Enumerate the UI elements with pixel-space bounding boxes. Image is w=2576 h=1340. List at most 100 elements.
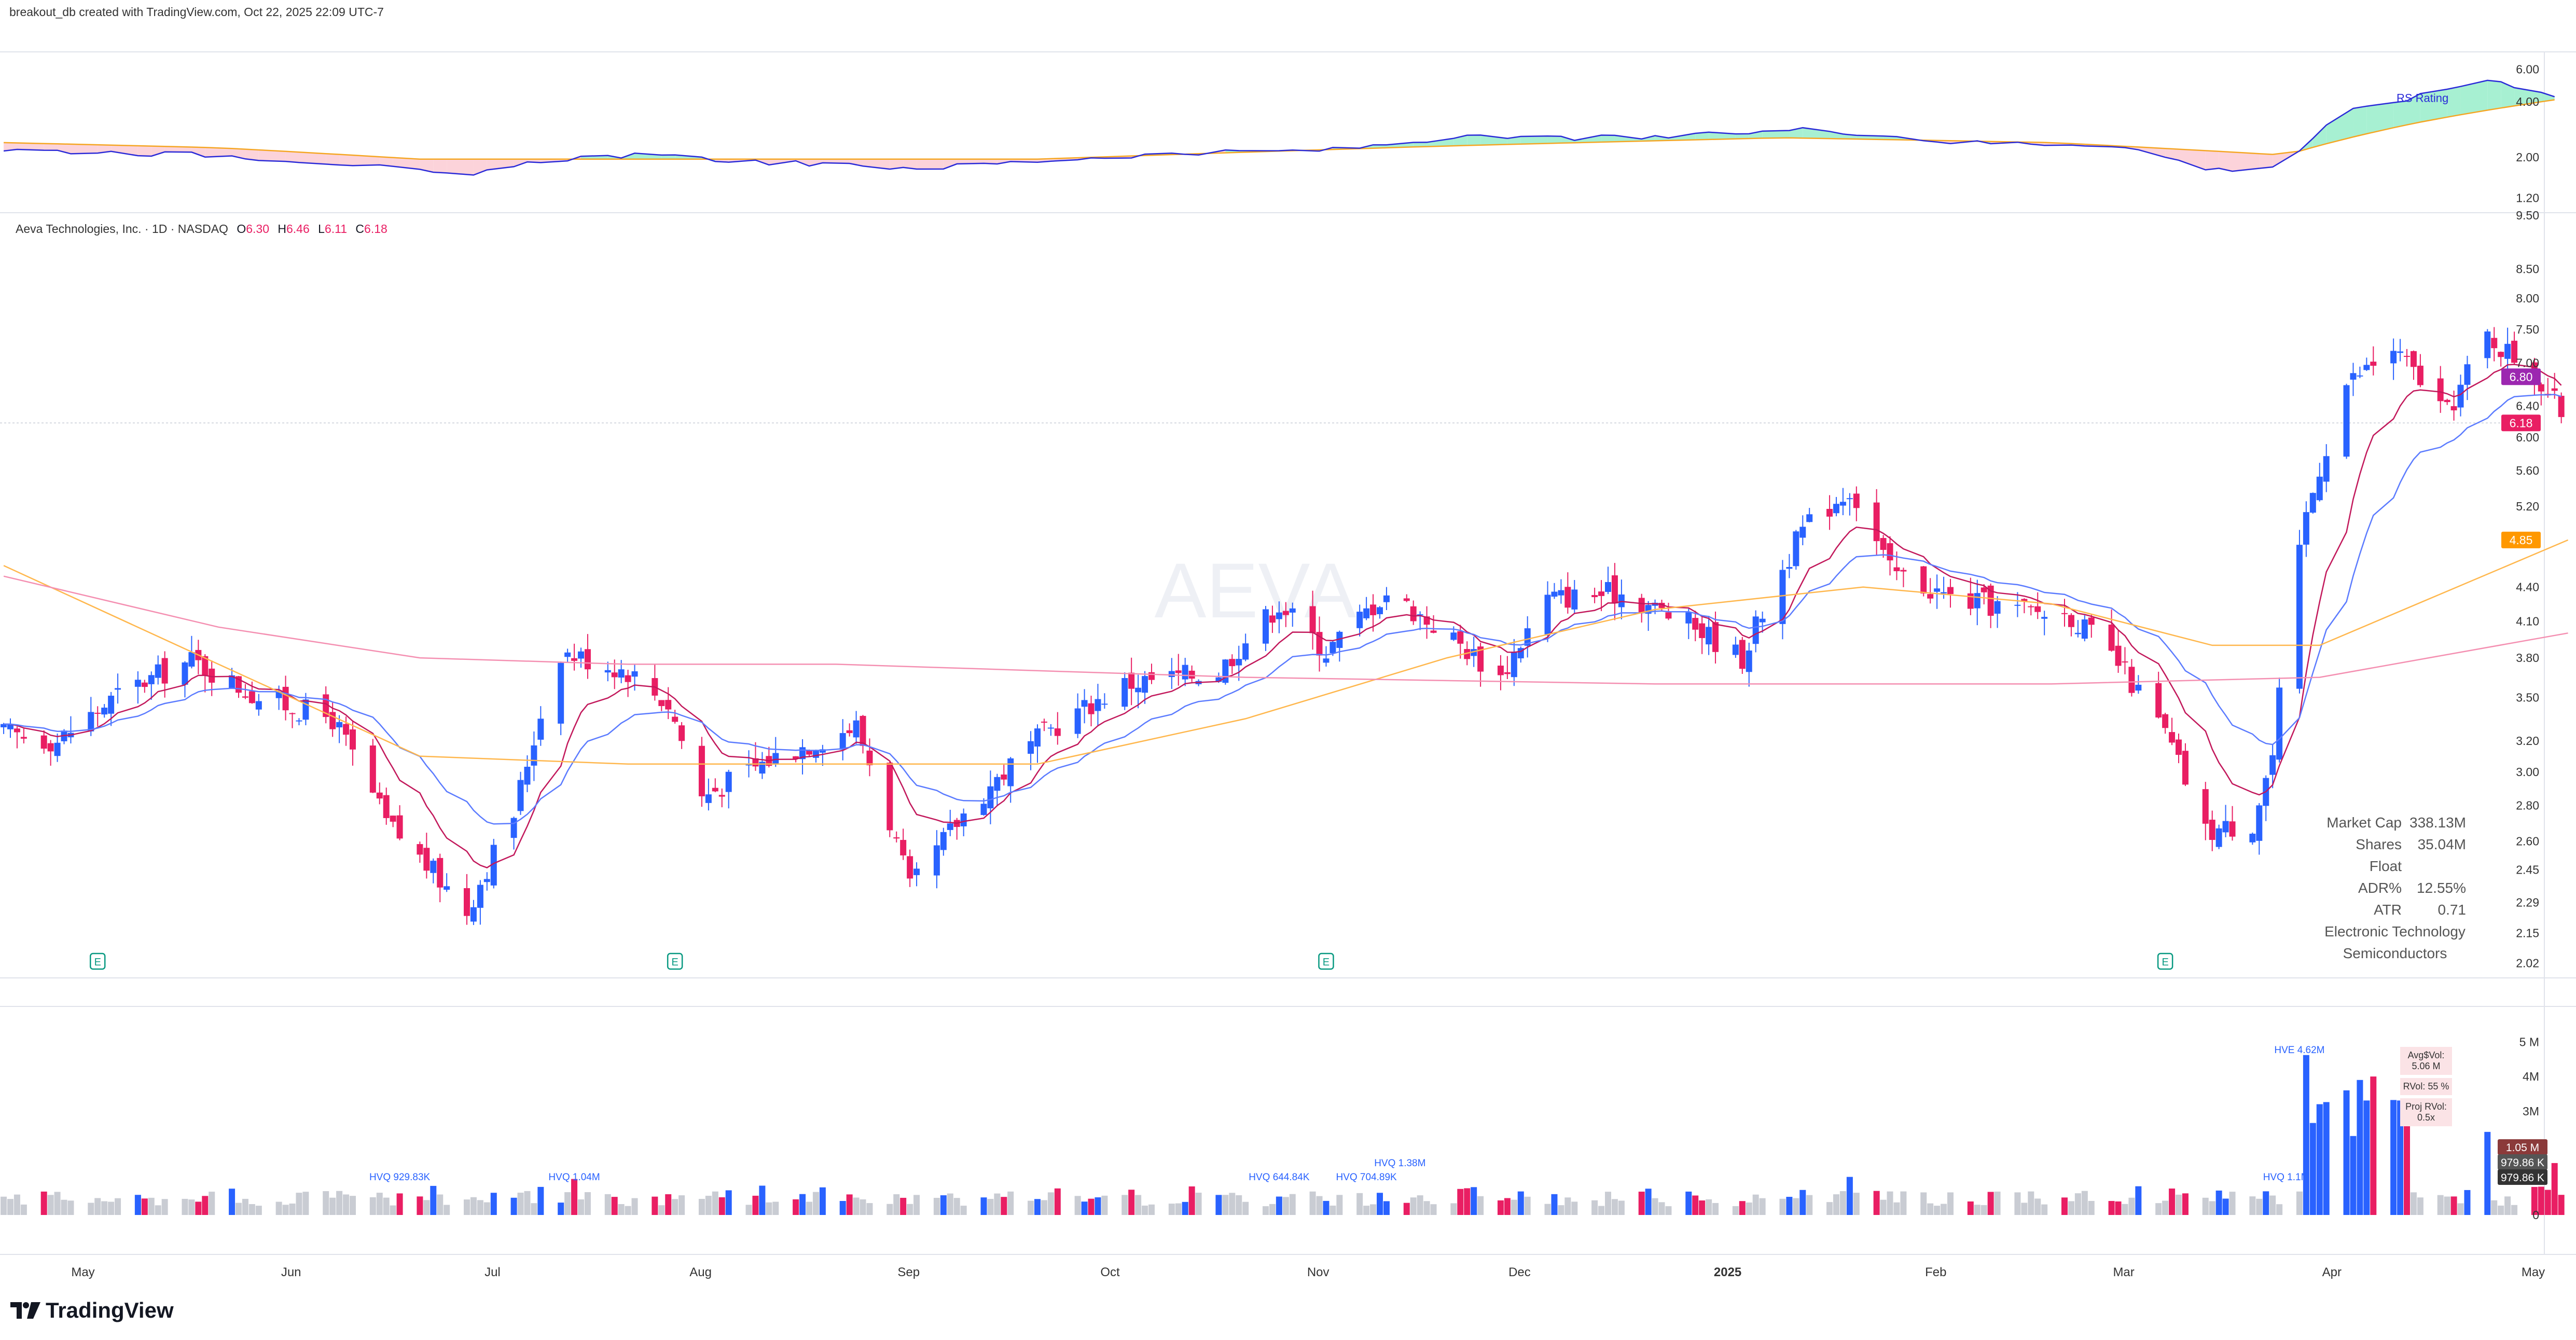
volume-bar: [2034, 1198, 2041, 1215]
symbol-legend: Aeva Technologies, Inc. · 1D · NASDAQ O6…: [16, 222, 387, 236]
rs-fill: [2501, 81, 2515, 108]
earnings-marker-label: E: [672, 957, 678, 968]
volume-value-box: [2498, 1169, 2547, 1185]
candle-body: [430, 861, 437, 873]
volume-bar: [329, 1197, 336, 1215]
rs-tick-label: 6.00: [2516, 63, 2539, 76]
candle-body: [134, 680, 141, 687]
volume-bar: [444, 1205, 450, 1215]
volume-bar: [2269, 1195, 2276, 1215]
candle-body: [1605, 582, 1611, 592]
price-tick-label: 8.00: [2516, 292, 2539, 305]
volume-bar: [54, 1192, 61, 1215]
candle-body: [712, 788, 718, 792]
candle-body: [2457, 384, 2464, 408]
volume-bar: [705, 1195, 712, 1215]
candle-body: [1477, 646, 1484, 672]
volume-bar: [1182, 1201, 1188, 1215]
tradingview-logo[interactable]: TradingView: [10, 1298, 174, 1323]
volume-bar: [1685, 1191, 1692, 1215]
candle-body: [517, 780, 524, 811]
candle-body: [2115, 645, 2122, 666]
volume-bar: [1457, 1189, 1464, 1215]
volume-bar: [1544, 1204, 1551, 1215]
rs-fill: [1467, 135, 1481, 146]
candle-body: [1088, 703, 1095, 714]
candle-body: [665, 700, 672, 710]
volume-bar: [1732, 1206, 1739, 1215]
volume-bar: [302, 1192, 309, 1215]
candle-body: [1095, 699, 1101, 711]
rs-fill: [2366, 102, 2394, 134]
rs-rating-pane: RS Rating: [3, 79, 2555, 176]
volume-bar: [618, 1204, 625, 1215]
x-tick-label: May: [2522, 1265, 2545, 1279]
volume-bar: [423, 1200, 430, 1215]
volume-bar: [2491, 1200, 2498, 1215]
candle-body: [1417, 614, 1423, 616]
volume-bar: [350, 1196, 356, 1215]
volume-bar: [2343, 1090, 2350, 1215]
candle-body: [900, 840, 907, 855]
candle-body: [1001, 774, 1007, 780]
candle-body: [2108, 624, 2115, 651]
candle-body: [1289, 608, 1296, 613]
volume-bar: [1323, 1200, 1329, 1215]
candle-body: [2437, 378, 2444, 402]
volume-bar: [1839, 1191, 1846, 1215]
candle-body: [1188, 670, 1195, 679]
volume-bar: [1551, 1194, 1558, 1215]
volume-bar: [40, 1191, 47, 1215]
volume-bar: [202, 1196, 209, 1215]
volume-bar: [994, 1193, 1001, 1215]
candle-body: [1752, 616, 1759, 644]
candle-body: [296, 720, 302, 722]
rs-fill: [849, 159, 863, 167]
candle-body: [1121, 678, 1128, 707]
volume-bar: [947, 1193, 953, 1215]
volume-bar: [1041, 1200, 1047, 1215]
price-tick-label: 2.15: [2516, 926, 2539, 940]
candle-body: [725, 771, 732, 792]
candle-body: [13, 728, 20, 733]
volume-bar: [188, 1199, 195, 1215]
candle-body: [1846, 498, 1853, 500]
candle-body: [718, 795, 725, 797]
volume-bar: [1088, 1198, 1095, 1215]
candle-body: [2410, 351, 2417, 367]
candle-body: [1148, 672, 1155, 680]
candle-body: [1497, 666, 1504, 675]
candle-body: [1839, 502, 1846, 506]
candle-body: [390, 816, 396, 822]
volume-tick-label: 0: [2532, 1208, 2539, 1222]
candle-body: [1457, 631, 1464, 644]
projected-rvol: Proj RVol: 0.5x: [2400, 1098, 2452, 1126]
x-tick-label: Dec: [1508, 1265, 1531, 1279]
candle-body: [148, 675, 155, 684]
price-tick-label: 9.50: [2516, 209, 2539, 222]
candle-body: [115, 688, 121, 690]
candle-body: [1564, 587, 1571, 608]
volume-annotation: HVE 4.62M: [2274, 1045, 2324, 1056]
candle-body: [907, 856, 913, 879]
candle-body: [1927, 594, 1934, 599]
candle-body: [477, 885, 483, 908]
volume-bar: [866, 1203, 873, 1215]
volume-bar: [88, 1203, 94, 1215]
volume-bar: [61, 1199, 67, 1215]
rs-fill: [2447, 86, 2461, 117]
candle-body: [336, 722, 343, 728]
volume-annotation: HVQ 704.89K: [1336, 1172, 1397, 1183]
rs-fill: [2312, 125, 2326, 148]
rs-tick-label: 1.20: [2516, 191, 2539, 205]
candle-body: [1806, 514, 1813, 522]
price-tick-label: 3.00: [2516, 765, 2539, 779]
candle-body: [1893, 567, 1900, 572]
candle-body: [343, 724, 350, 735]
volume-bar: [887, 1204, 893, 1215]
candle-body: [1269, 615, 1276, 623]
price-label-box: [2501, 531, 2541, 548]
candle-body: [2081, 619, 2088, 639]
volume-bar: [1188, 1186, 1195, 1215]
